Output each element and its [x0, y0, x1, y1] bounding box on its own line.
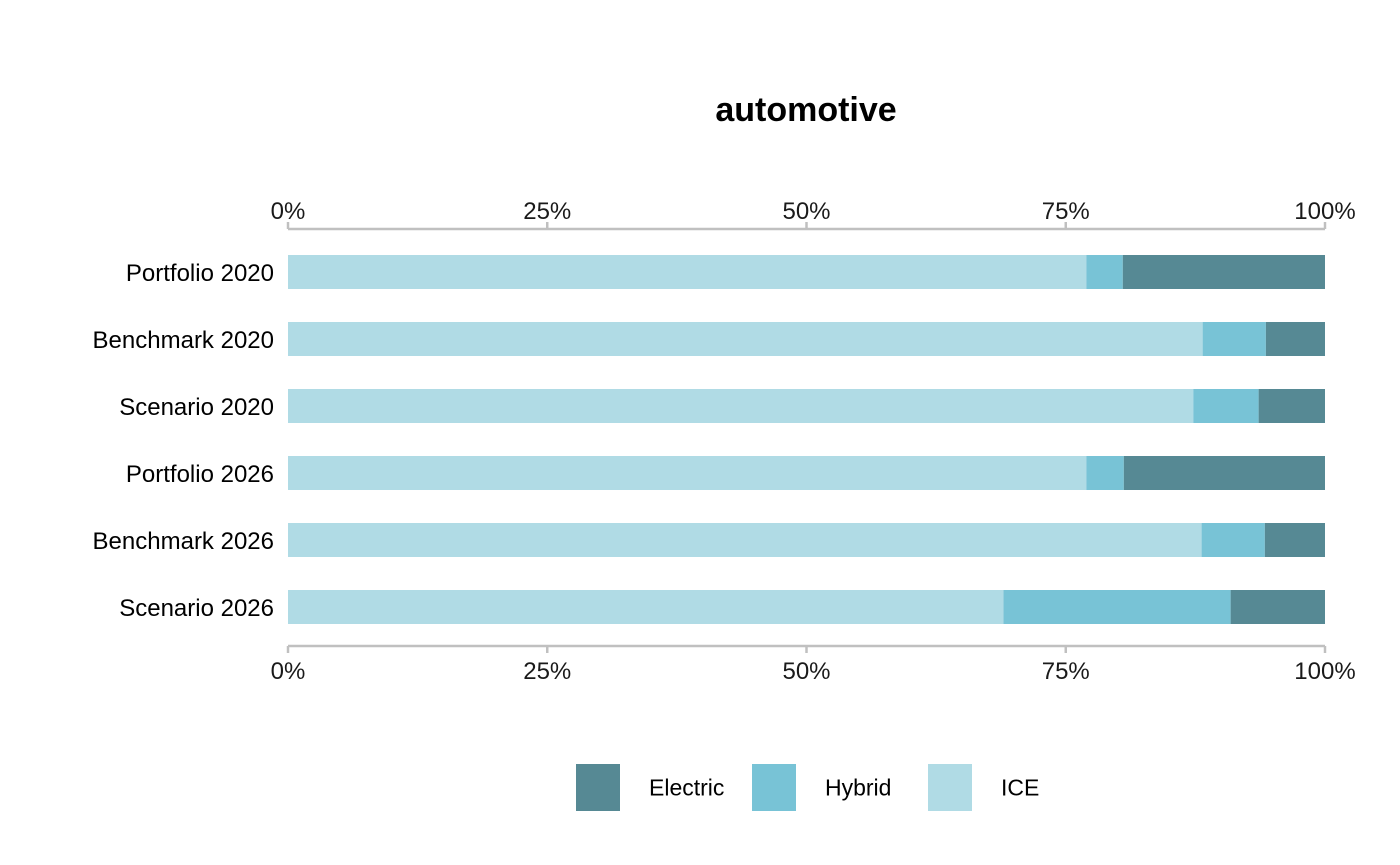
bar-segment-ice: [288, 590, 1004, 624]
bar-segment-hybrid: [1202, 322, 1266, 356]
legend-swatch-hybrid: [752, 764, 796, 811]
x-tick-label: 50%: [782, 658, 830, 685]
x-tick-label: 50%: [782, 198, 830, 225]
x-tick-label: 75%: [1042, 198, 1090, 225]
category-label: Scenario 2026: [119, 595, 274, 622]
bar-segment-hybrid: [1003, 590, 1231, 624]
chart-title: automotive: [715, 91, 896, 129]
category-label: Benchmark 2026: [93, 528, 274, 555]
category-labels: Portfolio 2020 Benchmark 2020 Scenario 202…: [93, 260, 274, 622]
x-axis-bottom: 0% 25% 50% 75% 100%: [271, 644, 1356, 685]
category-label: Benchmark 2020: [93, 327, 274, 354]
legend-swatch-electric: [576, 764, 620, 811]
bar-segment-electric: [1258, 389, 1325, 423]
bar-segment-hybrid: [1193, 389, 1259, 423]
x-tick-label: 0%: [271, 198, 306, 225]
bar-segment-ice: [288, 322, 1203, 356]
bar-segment-electric: [1123, 456, 1325, 490]
bar-segment-electric: [1264, 523, 1325, 557]
category-label: Portfolio 2020: [126, 260, 274, 287]
x-tick-label: 0%: [271, 658, 306, 685]
bars: [288, 255, 1325, 624]
category-label: Scenario 2020: [119, 394, 274, 421]
legend-swatch-ice: [928, 764, 972, 811]
legend-label-ice: ICE: [1001, 775, 1039, 801]
bar-segment-electric: [1265, 322, 1325, 356]
bar-segment-ice: [288, 255, 1087, 289]
bar-segment-hybrid: [1086, 255, 1123, 289]
x-axis-top: 0% 25% 50% 75% 100%: [271, 198, 1356, 231]
legend-label-electric: Electric: [649, 775, 724, 801]
x-tick-label: 75%: [1042, 658, 1090, 685]
bar-segment-electric: [1230, 590, 1325, 624]
bar-segment-hybrid: [1201, 523, 1265, 557]
bar-segment-electric: [1122, 255, 1325, 289]
bar-segment-hybrid: [1086, 456, 1124, 490]
bar-segment-ice: [288, 389, 1194, 423]
bar-segment-ice: [288, 456, 1087, 490]
legend: Electric Hybrid ICE: [576, 764, 1039, 811]
category-label: Portfolio 2026: [126, 461, 274, 488]
x-tick-label: 100%: [1294, 198, 1355, 225]
x-tick-label: 25%: [523, 658, 571, 685]
x-tick-label: 25%: [523, 198, 571, 225]
legend-label-hybrid: Hybrid: [825, 775, 891, 801]
x-tick-label: 100%: [1294, 658, 1355, 685]
bar-segment-ice: [288, 523, 1202, 557]
